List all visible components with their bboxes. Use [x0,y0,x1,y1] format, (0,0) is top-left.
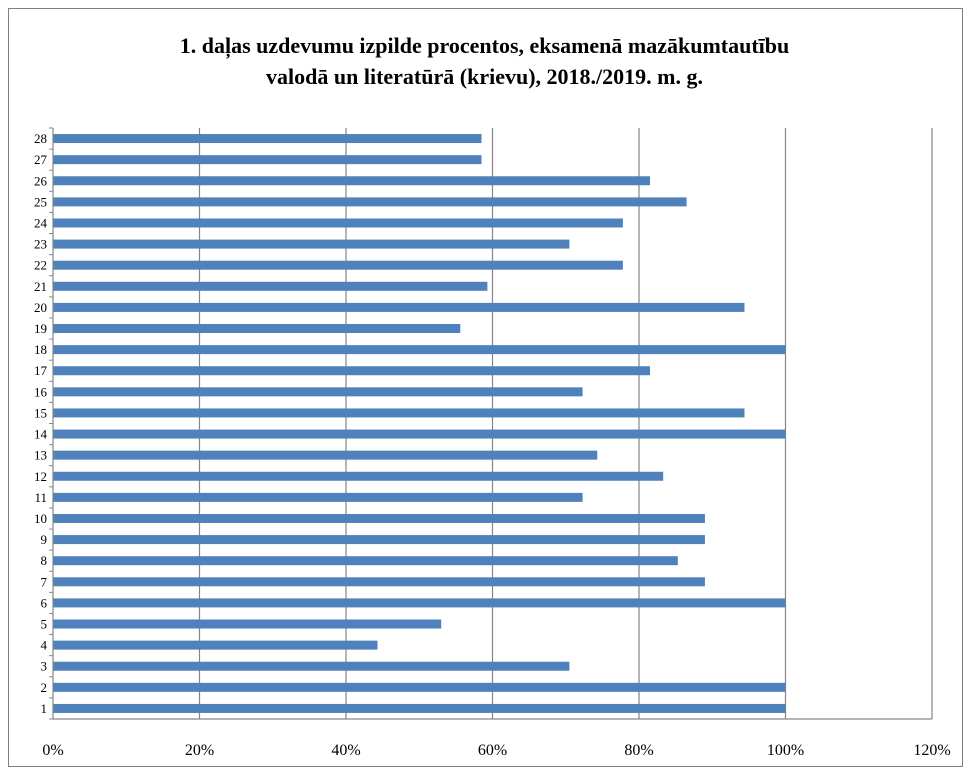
bar-18 [53,345,786,355]
category-label: 10 [34,511,47,526]
bar-26 [53,176,650,186]
bar-6 [53,598,786,608]
bar-14 [53,429,786,439]
grid-lines [198,128,933,719]
bar-19 [53,324,461,334]
axes [49,127,932,720]
category-label: 23 [34,237,47,252]
chart-title: 1. daļas uzdevumu izpilde procentos, eks… [0,30,969,92]
category-label: 1 [41,701,48,716]
category-label: 9 [41,532,48,547]
bar-3 [53,661,570,671]
bar-20 [53,302,745,312]
bar-23 [53,239,570,249]
bar-5 [53,619,442,629]
category-label: 15 [34,405,47,420]
category-label: 11 [34,490,47,505]
bar-22 [53,260,623,270]
category-label: 28 [34,131,47,146]
category-label: 12 [34,469,47,484]
bar-2 [53,682,786,692]
category-label: 27 [34,152,48,167]
category-label: 20 [34,300,47,315]
bar-21 [53,281,488,291]
x-tick-label: 20% [185,742,214,759]
category-label: 19 [34,321,47,336]
bar-1 [53,703,786,713]
bar-9 [53,535,705,545]
category-label: 18 [34,342,47,357]
category-label: 14 [34,427,48,442]
category-label: 21 [34,279,47,294]
bar-10 [53,513,705,523]
bar-7 [53,577,705,587]
category-label: 22 [34,258,47,273]
bar-16 [53,387,583,397]
category-label: 5 [41,617,48,632]
category-label: 25 [34,194,47,209]
x-tick-label: 120% [913,742,950,759]
category-label: 4 [41,638,48,653]
category-label: 13 [34,448,47,463]
chart-title-line-1: 1. daļas uzdevumu izpilde procentos, eks… [179,33,790,58]
bar-25 [53,197,687,207]
category-label: 17 [34,363,48,378]
bar-15 [53,408,745,418]
category-label: 16 [34,384,48,399]
x-tick-label: 100% [767,742,804,759]
category-label: 8 [41,553,48,568]
bar-12 [53,471,664,481]
bar-27 [53,155,482,165]
category-label: 7 [41,574,48,589]
axis-labels: 0% 20% 40% 60% 80% 100% 120%123456789101112131… [34,131,951,759]
category-label: 2 [41,680,48,695]
bars [53,134,786,713]
bar-8 [53,556,678,566]
bar-11 [53,492,583,502]
category-label: 3 [41,659,48,674]
bar-13 [53,450,598,460]
bar-24 [53,218,623,228]
bar-28 [53,134,482,144]
x-tick-label: 0% [42,742,63,759]
category-label: 6 [41,595,48,610]
bar-4 [53,640,378,650]
x-tick-label: 60% [478,742,507,759]
category-label: 24 [34,215,48,230]
bar-17 [53,366,650,376]
x-tick-label: 80% [624,742,653,759]
category-label: 26 [34,173,48,188]
chart-title-line-2: valodā un literatūrā (krievu), 2018./201… [266,64,703,89]
x-tick-label: 40% [331,742,360,759]
